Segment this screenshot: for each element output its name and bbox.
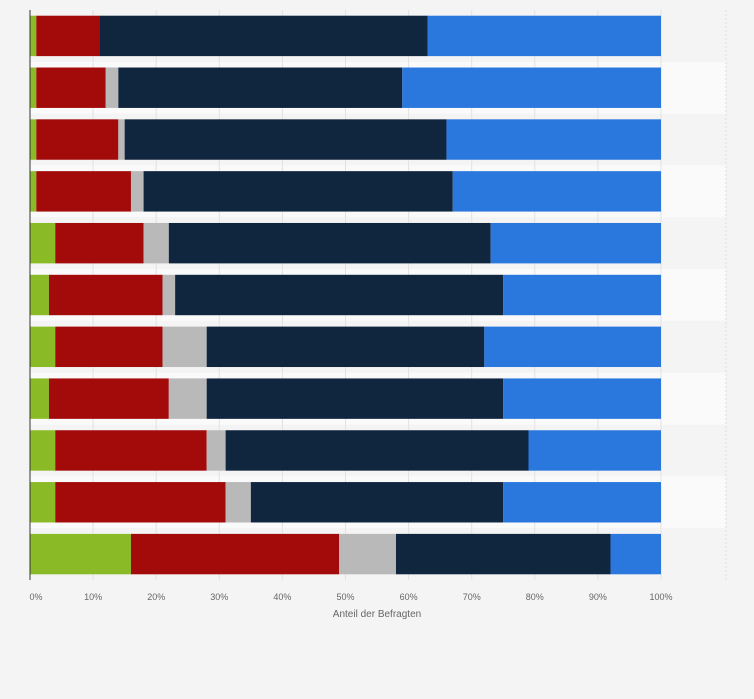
x-tick-label: 100% — [649, 592, 672, 602]
bar-segment — [503, 274, 661, 316]
bar-segment — [446, 119, 661, 160]
bar-segment — [36, 119, 119, 160]
x-axis-title: Anteil der Befragten — [333, 609, 421, 620]
bar-segment — [130, 533, 340, 575]
bar-segment — [36, 15, 100, 57]
x-tick-label: 40% — [273, 592, 291, 602]
bar-segment — [225, 482, 251, 523]
bar-segment — [143, 171, 453, 212]
bar-segment — [206, 430, 226, 471]
bar-segment — [484, 326, 661, 368]
bar-segment — [168, 378, 207, 419]
bar-segment — [168, 222, 491, 264]
bar-segment — [118, 67, 403, 108]
bar-segment — [250, 482, 504, 523]
bar-segment — [503, 482, 661, 523]
bar-segment — [48, 378, 169, 419]
bar-segment — [48, 274, 163, 316]
bar-segment — [206, 326, 485, 368]
x-tick-label: 60% — [400, 592, 418, 602]
bar-segment — [36, 67, 106, 108]
bar-segment — [162, 326, 207, 368]
bar-segment — [402, 67, 661, 108]
bar-segment — [30, 119, 37, 160]
bar-segment — [490, 222, 661, 264]
bar-segment — [503, 378, 661, 419]
x-tick-label: 0% — [29, 592, 42, 602]
bar-segment — [30, 67, 37, 108]
x-tick-label: 30% — [210, 592, 228, 602]
bar-segment — [55, 222, 144, 264]
x-tick-label: 10% — [84, 592, 102, 602]
bar-segment — [30, 171, 37, 212]
bar-segment — [427, 15, 661, 57]
bar-segment — [118, 119, 125, 160]
bar-segment — [124, 119, 447, 160]
bar-segment — [30, 378, 49, 419]
bar-segment — [30, 326, 56, 368]
x-tick-label: 70% — [463, 592, 481, 602]
bar-segment — [175, 274, 504, 316]
bar-segment — [610, 533, 661, 575]
bar-segment — [55, 482, 226, 523]
bar-segment — [36, 171, 131, 212]
x-tick-label: 20% — [147, 592, 165, 602]
bar-segment — [143, 222, 169, 264]
bar-segment — [105, 67, 119, 108]
bar-segment — [30, 533, 131, 575]
x-tick-label: 50% — [336, 592, 354, 602]
bar-segment — [55, 326, 163, 368]
bar-segment — [55, 430, 207, 471]
x-tick-label: 90% — [589, 592, 607, 602]
bar-segment — [99, 15, 428, 57]
bar-segment — [225, 430, 529, 471]
bar-segment — [30, 430, 56, 471]
bar-segment — [452, 171, 661, 212]
bar-segment — [30, 15, 37, 57]
bar-segment — [30, 222, 56, 264]
bar-segment — [130, 171, 144, 212]
bar-segment — [339, 533, 396, 575]
bar-segment — [30, 274, 49, 316]
bar-segment — [206, 378, 504, 419]
bar-segment — [528, 430, 661, 471]
x-tick-label: 80% — [526, 592, 544, 602]
bar-segment — [395, 533, 611, 575]
bar-segment — [162, 274, 176, 316]
bar-segment — [30, 482, 56, 523]
